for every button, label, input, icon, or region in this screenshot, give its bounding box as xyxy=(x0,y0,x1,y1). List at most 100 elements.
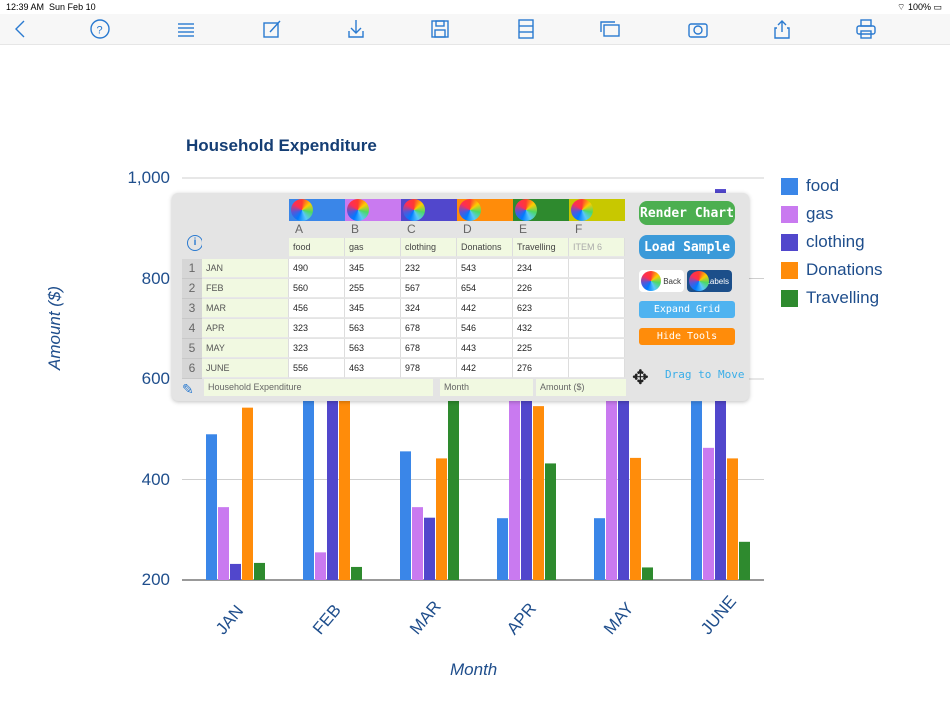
value-cell[interactable] xyxy=(569,299,625,318)
value-cell[interactable]: 226 xyxy=(513,279,569,298)
edit-icon[interactable] xyxy=(260,18,284,40)
series-name-cell[interactable]: clothing xyxy=(401,238,457,257)
move-icon[interactable]: ✥ xyxy=(632,367,649,389)
value-cell[interactable]: 323 xyxy=(289,339,345,358)
value-cell[interactable]: 546 xyxy=(457,319,513,338)
value-cell[interactable]: 323 xyxy=(289,319,345,338)
column-color-picker[interactable] xyxy=(289,199,345,221)
legend-label: Travelling xyxy=(806,288,880,307)
value-cell[interactable]: 654 xyxy=(457,279,513,298)
value-cell[interactable]: 490 xyxy=(289,259,345,278)
column-color-picker[interactable] xyxy=(569,199,625,221)
row-label-cell[interactable]: MAR xyxy=(202,299,289,318)
value-cell[interactable] xyxy=(569,339,625,358)
column-letter: B xyxy=(351,222,360,236)
bar-donations-jan xyxy=(242,407,253,580)
row-label-cell[interactable]: FEB xyxy=(202,279,289,298)
value-cell[interactable]: 560 xyxy=(289,279,345,298)
info-icon[interactable]: i xyxy=(187,235,203,251)
value-cell[interactable]: 456 xyxy=(289,299,345,318)
row-label-cell[interactable]: APR xyxy=(202,319,289,338)
value-cell[interactable]: 234 xyxy=(513,259,569,278)
color-wheel-icon xyxy=(515,199,537,221)
back-button[interactable]: Back xyxy=(639,270,684,292)
legend-item: food xyxy=(781,175,839,197)
column-color-picker[interactable] xyxy=(513,199,569,221)
cabinet-icon[interactable] xyxy=(514,18,538,40)
value-cell[interactable]: 567 xyxy=(401,279,457,298)
value-cell[interactable]: 678 xyxy=(401,319,457,338)
value-cell[interactable]: 443 xyxy=(457,339,513,358)
series-name-cell[interactable]: gas xyxy=(345,238,401,257)
value-cell[interactable]: 563 xyxy=(345,339,401,358)
value-cell[interactable]: 442 xyxy=(457,299,513,318)
series-name-cell[interactable]: Travelling xyxy=(513,238,569,257)
bar-travelling-june xyxy=(739,541,750,580)
hide-tools-button[interactable]: Hide Tools xyxy=(639,328,735,345)
help-icon[interactable]: ? xyxy=(88,18,112,40)
bar-gas-may xyxy=(606,397,617,580)
chart-title-field[interactable]: Household Expenditure xyxy=(204,379,433,396)
value-cell[interactable]: 556 xyxy=(289,359,345,378)
legend-label: gas xyxy=(806,204,834,223)
value-cell[interactable]: 543 xyxy=(457,259,513,278)
bar-food-may xyxy=(594,518,605,580)
value-cell[interactable]: 225 xyxy=(513,339,569,358)
value-cell[interactable]: 563 xyxy=(345,319,401,338)
series-name-cell[interactable]: Donations xyxy=(457,238,513,257)
value-cell[interactable]: 276 xyxy=(513,359,569,378)
load-sample-button[interactable]: Load Sample xyxy=(639,235,735,259)
expand-grid-button[interactable]: Expand Grid xyxy=(639,301,735,318)
render-chart-button[interactable]: Render Chart xyxy=(639,201,735,225)
value-cell[interactable]: 623 xyxy=(513,299,569,318)
windows-icon[interactable] xyxy=(598,18,622,40)
share-icon[interactable] xyxy=(770,18,794,40)
labels-button[interactable]: Labels xyxy=(687,270,732,292)
row-label-cell[interactable]: JUNE xyxy=(202,359,289,378)
legend-swatch xyxy=(781,177,798,195)
color-wheel-icon xyxy=(347,199,369,221)
drag-to-move-label: Drag to Move xyxy=(665,368,745,381)
row-label-cell[interactable]: MAY xyxy=(202,339,289,358)
column-color-picker[interactable] xyxy=(457,199,513,221)
legend-item: gas xyxy=(781,203,833,225)
value-cell[interactable]: 442 xyxy=(457,359,513,378)
value-cell[interactable] xyxy=(569,359,625,378)
back-icon[interactable] xyxy=(8,18,32,40)
row-label-cell[interactable]: JAN xyxy=(202,259,289,278)
value-cell[interactable] xyxy=(569,279,625,298)
value-cell[interactable] xyxy=(569,259,625,278)
color-wheel-icon xyxy=(403,199,425,221)
value-cell[interactable]: 463 xyxy=(345,359,401,378)
series-name-cell[interactable]: ITEM 6 xyxy=(569,238,625,257)
value-cell[interactable]: 345 xyxy=(345,259,401,278)
column-letter: C xyxy=(407,222,416,236)
legend-item: Travelling xyxy=(781,287,879,309)
camera-icon[interactable] xyxy=(686,18,710,40)
y-axis-label-field[interactable]: Amount ($) xyxy=(536,379,626,396)
edit-title-icon[interactable]: ✎ xyxy=(182,381,194,397)
value-cell[interactable] xyxy=(569,319,625,338)
save-icon[interactable] xyxy=(428,18,452,40)
bar-clothing-may xyxy=(618,339,629,580)
value-cell[interactable]: 678 xyxy=(401,339,457,358)
legend-swatch xyxy=(781,289,798,307)
print-icon[interactable] xyxy=(854,18,878,40)
color-wheel-icon xyxy=(571,199,593,221)
column-color-picker[interactable] xyxy=(345,199,401,221)
column-color-picker[interactable] xyxy=(401,199,457,221)
value-cell[interactable]: 978 xyxy=(401,359,457,378)
series-name-cell[interactable]: food xyxy=(289,238,345,257)
x-axis-label-field[interactable]: Month xyxy=(440,379,533,396)
value-cell[interactable]: 255 xyxy=(345,279,401,298)
color-wheel-icon xyxy=(291,199,313,221)
value-cell[interactable]: 432 xyxy=(513,319,569,338)
value-cell[interactable]: 345 xyxy=(345,299,401,318)
value-cell[interactable]: 232 xyxy=(401,259,457,278)
data-entry-panel[interactable]: i A B C D E F food gas clothing Donations Travell… xyxy=(172,193,749,401)
download-icon[interactable] xyxy=(344,18,368,40)
value-cell[interactable]: 324 xyxy=(401,299,457,318)
column-letter: E xyxy=(519,222,528,236)
bar-clothing-feb xyxy=(327,395,338,580)
list-icon[interactable] xyxy=(174,18,198,40)
